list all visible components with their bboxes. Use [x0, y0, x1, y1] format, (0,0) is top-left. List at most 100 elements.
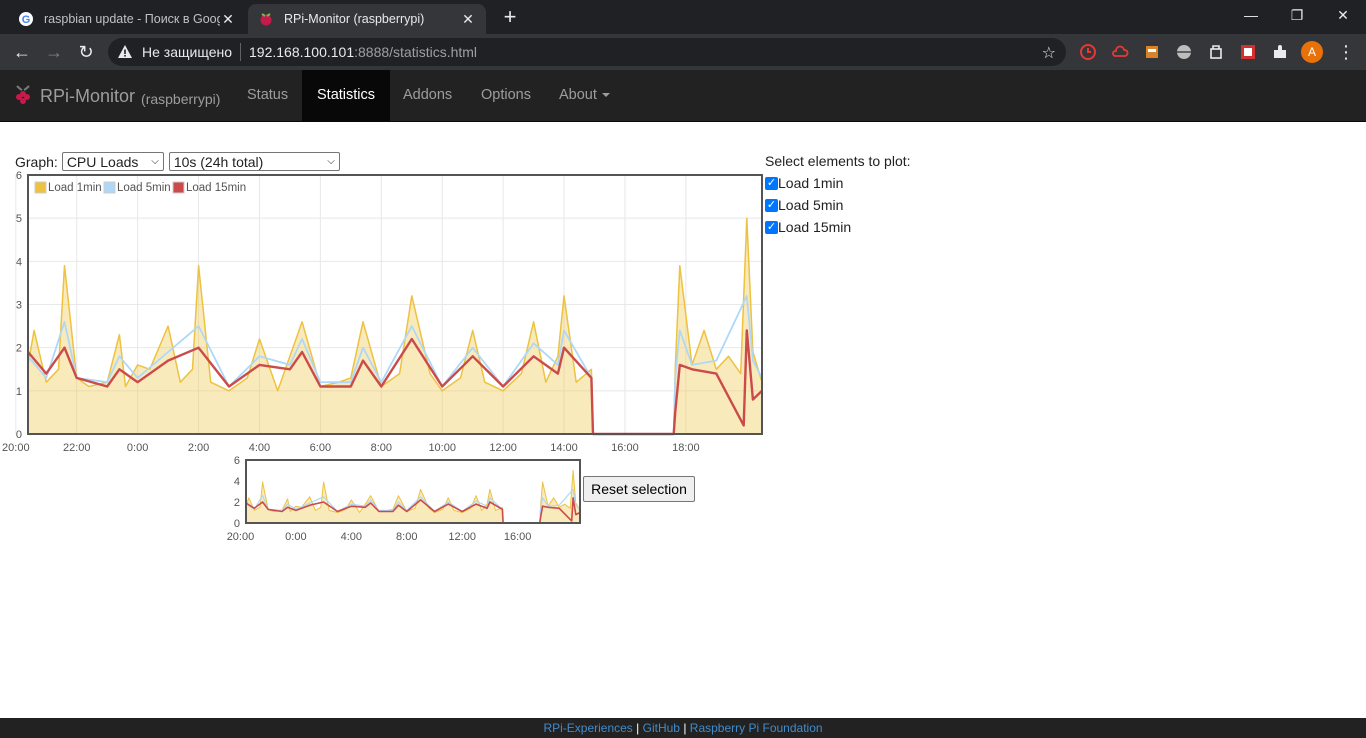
plot-border	[245, 459, 581, 524]
cpu-load-chart[interactable]: 0 1 2 3 4 5 6 22:00 0:00 2:00 4:00 6:00 8:00 10:00 12:…	[0, 166, 780, 466]
nav-about-label: About	[559, 87, 597, 103]
x-tick-label: 4:00	[341, 531, 362, 543]
security-label: Не защищено	[142, 44, 232, 60]
address-bar[interactable]: Не защищено 192.168.100.101:8888/statist…	[108, 38, 1066, 66]
nav-addons[interactable]: Addons	[403, 87, 453, 103]
new-tab-icon[interactable]: +	[503, 4, 517, 29]
x-tick-label: 14:00	[550, 442, 578, 454]
plot-area[interactable]	[246, 460, 580, 523]
browser-tab-rpimonitor[interactable]: RPi-Monitor (raspberrypi) ✕	[248, 4, 486, 34]
x-tick-label: 20:00	[227, 531, 255, 543]
plot-item-load1[interactable]: ✓ Load 1min	[765, 175, 911, 191]
tab-title: RPi-Monitor (raspberrypi)	[284, 12, 425, 26]
plot-item-label: Load 15min	[778, 219, 852, 235]
extension-red-square-icon[interactable]	[1238, 42, 1258, 62]
y-tick-label: 1	[16, 386, 22, 398]
chevron-down-icon	[601, 93, 610, 98]
y-tick-label: 4	[234, 476, 240, 488]
window-close-icon[interactable]: ✕	[1337, 6, 1349, 23]
footer-sep: |	[683, 721, 687, 735]
chart-legend: Load 1min Load 5min Load 15min	[34, 181, 246, 194]
nav-about[interactable]: About	[544, 70, 625, 121]
footer: RPi-Experiences | GitHub | Raspberry Pi …	[0, 718, 1366, 738]
series-area-load1	[28, 218, 762, 434]
nav-options[interactable]: Options	[481, 87, 531, 103]
chevron-down-icon: ⌵	[327, 156, 335, 167]
footer-link-rpi-experiences[interactable]: RPi-Experiences	[543, 721, 633, 735]
plot-item-label: Load 5min	[778, 197, 844, 213]
minimize-icon[interactable]: —	[1244, 7, 1258, 23]
y-tick-label: 6	[16, 170, 22, 182]
series-line-load-5min	[245, 488, 581, 524]
nav-statistics[interactable]: Statistics	[302, 70, 391, 121]
footer-link-rpi-foundation[interactable]: Raspberry Pi Foundation	[689, 721, 823, 735]
checkbox-checked[interactable]: ✓	[765, 198, 778, 212]
y-tick-label: 2	[16, 343, 22, 355]
restore-icon[interactable]: ❐	[1290, 6, 1304, 23]
raspberry-logo-icon	[14, 84, 32, 109]
interval-select[interactable]: 10s (24h total) ⌵	[168, 152, 340, 171]
tab-title: raspbian update - Поиск в Goog	[44, 12, 220, 26]
x-tick-label: 16:00	[611, 442, 639, 454]
brand-name: RPi-Monitor	[40, 86, 136, 106]
footer-link-github[interactable]: GitHub	[642, 721, 680, 735]
y-tick-label: 5	[16, 213, 22, 225]
x-tick-label: 18:00	[672, 442, 700, 454]
profile-avatar[interactable]: A	[1301, 41, 1323, 63]
graph-label: Graph:	[15, 153, 58, 170]
chevron-down-icon: ⌵	[151, 156, 159, 167]
divider	[240, 43, 241, 61]
extension-red-clock-icon[interactable]	[1078, 42, 1098, 62]
url-path: :8888/statistics.html	[354, 44, 478, 60]
y-tick-label: 2	[234, 497, 240, 509]
extension-globe-icon[interactable]	[1174, 42, 1194, 62]
checkbox-checked[interactable]: ✓	[765, 220, 778, 234]
legend-swatch	[172, 181, 185, 194]
close-icon[interactable]: ✕	[222, 10, 234, 27]
x-tick-label: 12:00	[448, 531, 476, 543]
menu-kebab-icon[interactable]: ⋮	[1337, 42, 1355, 62]
extension-box-icon[interactable]	[1206, 42, 1226, 62]
plot-item-load15[interactable]: ✓ Load 15min	[765, 219, 911, 235]
brand-host: (raspberrypi)	[141, 91, 221, 107]
overview-chart[interactable]: 0 2 4 6 0:00 4:00 8:00 12:00 16:00 20:00	[220, 452, 600, 550]
interval-select-value: 10s (24h total)	[173, 153, 264, 170]
nav-status[interactable]: Status	[247, 87, 289, 103]
plot-selector-title: Select elements to plot:	[765, 153, 911, 169]
brand[interactable]: RPi-Monitor (raspberrypi)	[14, 84, 220, 109]
reset-selection-button[interactable]: Reset selection	[583, 476, 695, 502]
x-tick-label: 22:00	[63, 442, 91, 454]
extension-cloud-icon[interactable]	[1110, 42, 1130, 62]
legend-swatch	[34, 181, 47, 194]
extensions-puzzle-icon[interactable]	[1270, 42, 1290, 62]
site-navbar: RPi-Monitor (raspberrypi) Status Statist…	[0, 70, 1366, 122]
series-line-load-15min	[245, 497, 581, 524]
browser-tab-search[interactable]: G raspbian update - Поиск в Goog ✕	[8, 4, 246, 34]
y-tick-label: 0	[234, 518, 240, 530]
reload-icon[interactable]: ↻	[78, 41, 94, 62]
browser-toolbar: ← → ↻ Не защищено 192.168.100.101:8888/s…	[0, 34, 1366, 70]
graph-controls: Graph: CPU Loads ⌵ 10s (24h total) ⌵	[15, 152, 340, 171]
legend-label: Load 5min	[117, 182, 171, 194]
forward-icon[interactable]: →	[45, 41, 63, 62]
legend-label: Load 1min	[48, 182, 102, 194]
graph-select-value: CPU Loads	[66, 153, 139, 170]
legend-label: Load 15min	[186, 182, 246, 194]
graph-select[interactable]: CPU Loads ⌵	[61, 152, 164, 171]
y-tick-label: 3	[16, 300, 22, 312]
back-icon[interactable]: ←	[13, 41, 31, 62]
browser-tabbar: G raspbian update - Поиск в Goog ✕ RPi-M…	[0, 0, 1366, 34]
plot-border	[27, 174, 763, 435]
x-tick-label: 10:00	[428, 442, 456, 454]
x-tick-label: 16:00	[504, 531, 532, 543]
bookmark-star-icon[interactable]: ☆	[1041, 45, 1056, 62]
close-icon[interactable]: ✕	[462, 10, 474, 27]
plot-element-selector: Select elements to plot: ✓ Load 1min ✓ Loa…	[765, 153, 911, 235]
plot-item-load5[interactable]: ✓ Load 5min	[765, 197, 911, 213]
x-tick-label: 20:00	[2, 442, 30, 454]
extension-character-icon[interactable]	[1142, 42, 1162, 62]
checkbox-checked[interactable]: ✓	[765, 176, 778, 190]
raspberry-icon	[258, 11, 274, 27]
x-tick-label: 6:00	[310, 442, 331, 454]
warning-icon	[116, 43, 134, 61]
